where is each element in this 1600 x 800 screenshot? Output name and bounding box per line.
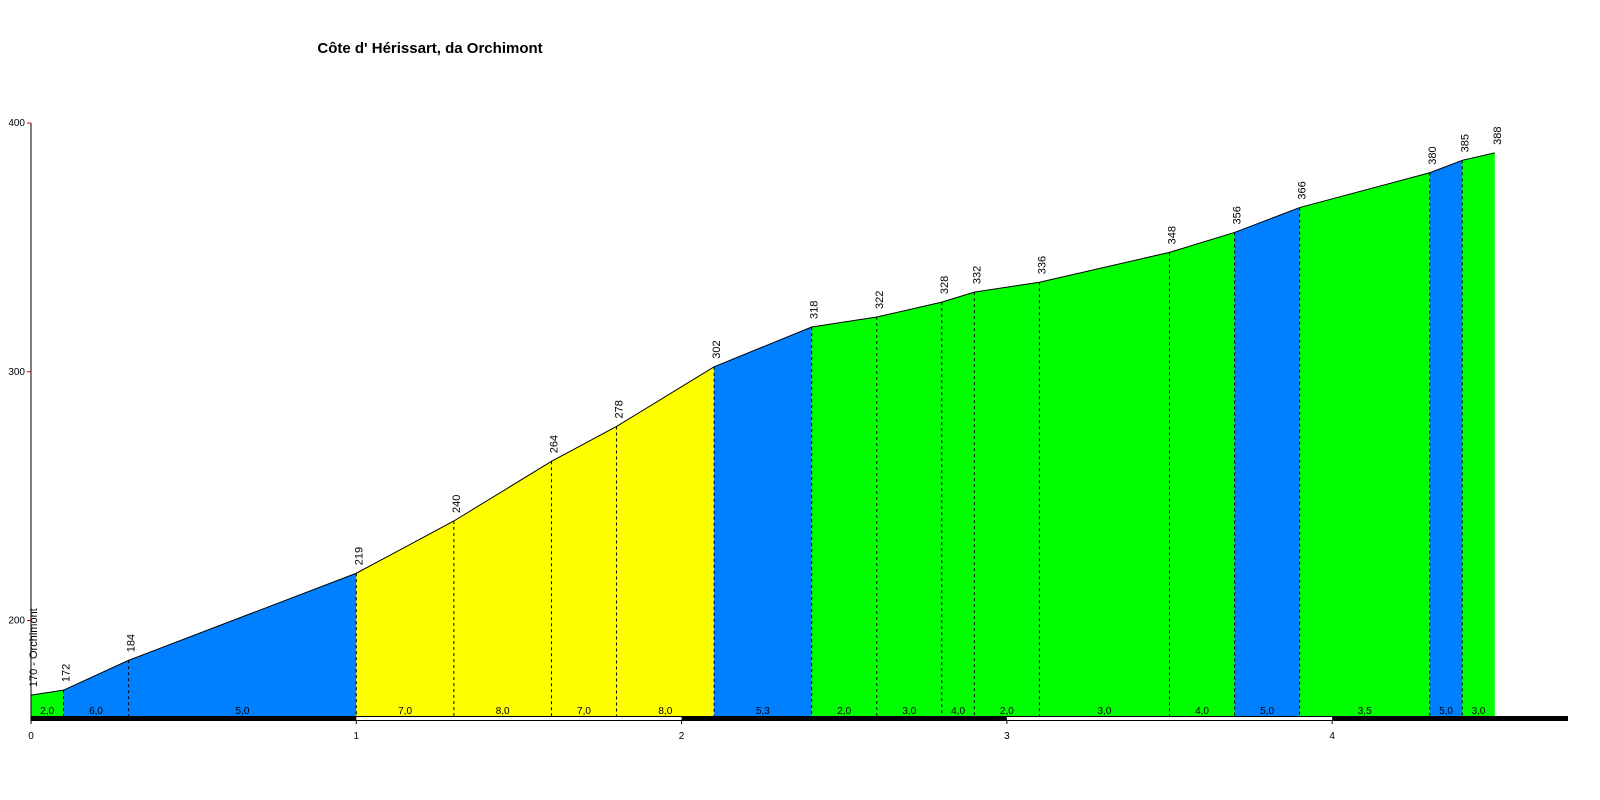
altitude-label: 240 — [451, 495, 463, 513]
gradient-label: 4,0 — [951, 706, 965, 717]
gradient-label: 5,0 — [235, 706, 249, 717]
gradient-segment — [714, 326, 812, 720]
y-tick-label: 200 — [8, 616, 25, 627]
gradient-segment — [1169, 232, 1235, 720]
altitude-label: 380 — [1427, 146, 1439, 164]
gradient-label: 5,3 — [756, 706, 770, 717]
profile-line — [30, 152, 1495, 696]
gradient-label: 3,0 — [1472, 706, 1486, 717]
altitude-label: 278 — [614, 400, 626, 418]
x-tick-label: 2 — [679, 731, 685, 742]
gradient-segment — [974, 282, 1040, 720]
altitude-label: 322 — [874, 291, 886, 309]
gradient-label: 8,0 — [658, 706, 672, 717]
altitude-label: 336 — [1036, 256, 1048, 274]
y-tick-label: 300 — [8, 367, 25, 378]
gradient-label: 5,0 — [1439, 706, 1453, 717]
altitude-label: 385 — [1459, 134, 1471, 152]
gradient-label: 6,0 — [89, 706, 103, 717]
altitude-label: 302 — [711, 340, 723, 358]
x-tick-label: 1 — [354, 731, 360, 742]
gradient-segment — [63, 660, 129, 720]
altitude-label: 318 — [809, 301, 821, 319]
altitude-label: 388 — [1492, 126, 1504, 144]
gradient-segment — [1039, 252, 1170, 720]
gradient-segment — [128, 573, 357, 720]
gradient-label: 3,0 — [1098, 706, 1112, 717]
altitude-label: 264 — [548, 435, 560, 453]
altitude-label: 332 — [971, 266, 983, 284]
altitude-label: 328 — [939, 276, 951, 294]
gradient-segment — [811, 317, 877, 720]
gradient-label: 2,0 — [1000, 706, 1014, 717]
km-bar-white — [1006, 717, 1333, 720]
gradient-segment — [941, 292, 975, 720]
altitude-label: 366 — [1297, 181, 1309, 199]
y-tick-label: 400 — [8, 118, 25, 129]
gradient-label: 3,5 — [1358, 706, 1372, 717]
x-tick-label: 4 — [1329, 731, 1335, 742]
altitude-label: 184 — [126, 634, 138, 652]
gradient-segment — [356, 521, 454, 720]
altitude-label: 219 — [353, 547, 365, 565]
altitude-label: 172 — [61, 664, 73, 682]
gradient-label: 4,0 — [1195, 706, 1209, 717]
km-bar — [31, 716, 1568, 721]
km-bar-white — [356, 717, 682, 720]
gradient-segment — [1234, 207, 1300, 720]
gradient-label: 7,0 — [577, 706, 591, 717]
x-tick-label: 0 — [28, 731, 34, 742]
gradient-segment — [31, 690, 64, 720]
chart-title: Côte d' Hérissart, da Orchimont — [317, 40, 542, 57]
x-tick-label: 3 — [1004, 731, 1010, 742]
gradient-segment — [1299, 172, 1430, 720]
gradient-label: 8,0 — [496, 706, 510, 717]
gradient-segment — [1462, 152, 1495, 721]
altitude-label: 356 — [1232, 206, 1244, 224]
gradient-label: 2,0 — [40, 706, 54, 717]
gradient-segment — [551, 426, 617, 720]
gradient-label: 5,0 — [1260, 706, 1274, 717]
gradient-segment — [453, 461, 552, 720]
gradient-label: 2,0 — [837, 706, 851, 717]
gradient-label: 3,0 — [902, 706, 916, 717]
gradient-segment — [876, 302, 942, 720]
gradient-segment — [616, 366, 715, 720]
altitude-label: 348 — [1167, 226, 1179, 244]
gradient-label: 7,0 — [398, 706, 412, 717]
gradient-segment — [1429, 160, 1463, 720]
